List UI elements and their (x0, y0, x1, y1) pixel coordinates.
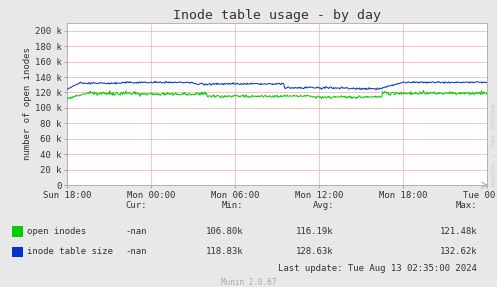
Text: -nan: -nan (125, 226, 147, 236)
Text: Last update: Tue Aug 13 02:35:00 2024: Last update: Tue Aug 13 02:35:00 2024 (278, 264, 477, 273)
Text: Max:: Max: (456, 201, 477, 210)
Text: 128.63k: 128.63k (296, 247, 334, 256)
Text: Min:: Min: (222, 201, 244, 210)
Y-axis label: number of open inodes: number of open inodes (23, 48, 32, 160)
Text: open inodes: open inodes (27, 226, 86, 236)
Text: Avg:: Avg: (313, 201, 334, 210)
Text: Munin 2.0.67: Munin 2.0.67 (221, 278, 276, 287)
Text: 118.83k: 118.83k (206, 247, 244, 256)
Title: Inode table usage - by day: Inode table usage - by day (173, 9, 381, 22)
Text: 121.48k: 121.48k (439, 226, 477, 236)
Text: Cur:: Cur: (125, 201, 147, 210)
Text: RRDTOOL / TOBI OETIKER: RRDTOOL / TOBI OETIKER (491, 103, 496, 186)
Text: 132.62k: 132.62k (439, 247, 477, 256)
Text: -nan: -nan (125, 247, 147, 256)
Text: inode table size: inode table size (27, 247, 113, 256)
Text: 106.80k: 106.80k (206, 226, 244, 236)
Text: 116.19k: 116.19k (296, 226, 334, 236)
